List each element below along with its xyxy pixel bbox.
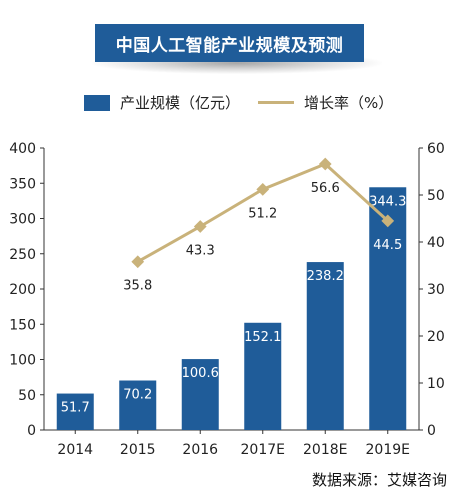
bar-value-label: 70.2 <box>123 388 152 403</box>
bar-value-label: 51.7 <box>61 401 90 416</box>
y-tick-label-left: 100 <box>9 353 36 369</box>
growth-value-label: 56.6 <box>311 181 340 196</box>
bar <box>369 187 407 430</box>
source-note: 数据来源：艾媒咨询 <box>311 471 447 489</box>
y-tick-label-right: 10 <box>427 376 445 392</box>
title-banner: 中国人工智能产业规模及预测 <box>0 0 461 80</box>
legend-bar-swatch <box>84 94 110 111</box>
legend-item-line: 增长率（%） <box>258 92 393 113</box>
growth-value-label: 51.2 <box>248 206 277 221</box>
y-tick-label-right: 20 <box>427 329 445 345</box>
growth-value-label: 43.3 <box>186 243 215 258</box>
bar <box>119 380 157 430</box>
x-tick-label: 2018E <box>303 442 347 458</box>
y-tick-label-left: 300 <box>9 212 36 228</box>
growth-point <box>193 220 207 233</box>
growth-point <box>131 255 145 269</box>
legend-line-label: 增长率（%） <box>304 94 394 112</box>
chart-title: 中国人工智能产业规模及预测 <box>95 24 364 62</box>
y-tick-label-left: 400 <box>9 141 36 157</box>
y-tick-label-left: 350 <box>9 176 36 192</box>
x-tick-label: 2014 <box>57 442 93 458</box>
y-tick-label-left: 0 <box>27 423 36 439</box>
bar <box>244 322 282 430</box>
growth-point <box>256 182 270 196</box>
y-tick-label-left: 150 <box>9 317 36 333</box>
y-tick-label-left: 250 <box>9 247 36 263</box>
x-tick-label: 2017E <box>241 442 285 458</box>
legend: 产业规模（亿元） 增长率（%） <box>0 92 461 116</box>
legend-bar-label: 产业规模（亿元） <box>120 94 241 112</box>
y-tick-label-right: 0 <box>427 423 436 439</box>
growth-point <box>318 157 332 171</box>
bar-value-label: 344.3 <box>369 194 406 209</box>
y-tick-label-right: 50 <box>427 188 445 204</box>
chart-area: 0 50 100 150 200 250 300 350 400 0 10 20 30 40 50 60 51.… <box>9 141 445 458</box>
legend-line-swatch <box>258 101 294 104</box>
bar <box>181 359 219 430</box>
y-tick-label-left: 50 <box>18 388 36 404</box>
y-tick-label-left: 200 <box>9 282 36 298</box>
growth-point <box>381 214 395 228</box>
growth-value-label: 44.5 <box>373 238 402 253</box>
x-tick-label: 2019E <box>366 442 410 458</box>
bar <box>56 393 94 430</box>
bar-value-label: 238.2 <box>307 269 344 284</box>
y-tick-label-right: 40 <box>427 235 445 251</box>
bar <box>306 262 344 430</box>
bar-value-label: 100.6 <box>182 366 219 381</box>
y-tick-label-right: 60 <box>427 141 445 157</box>
x-tick-label: 2016 <box>182 442 218 458</box>
legend-item-bar: 产业规模（亿元） <box>84 92 240 113</box>
growth-value-label: 35.8 <box>123 279 152 294</box>
bar-value-label: 152.1 <box>244 330 281 345</box>
x-tick-label: 2015 <box>120 442 156 458</box>
y-tick-label-right: 30 <box>427 282 445 298</box>
